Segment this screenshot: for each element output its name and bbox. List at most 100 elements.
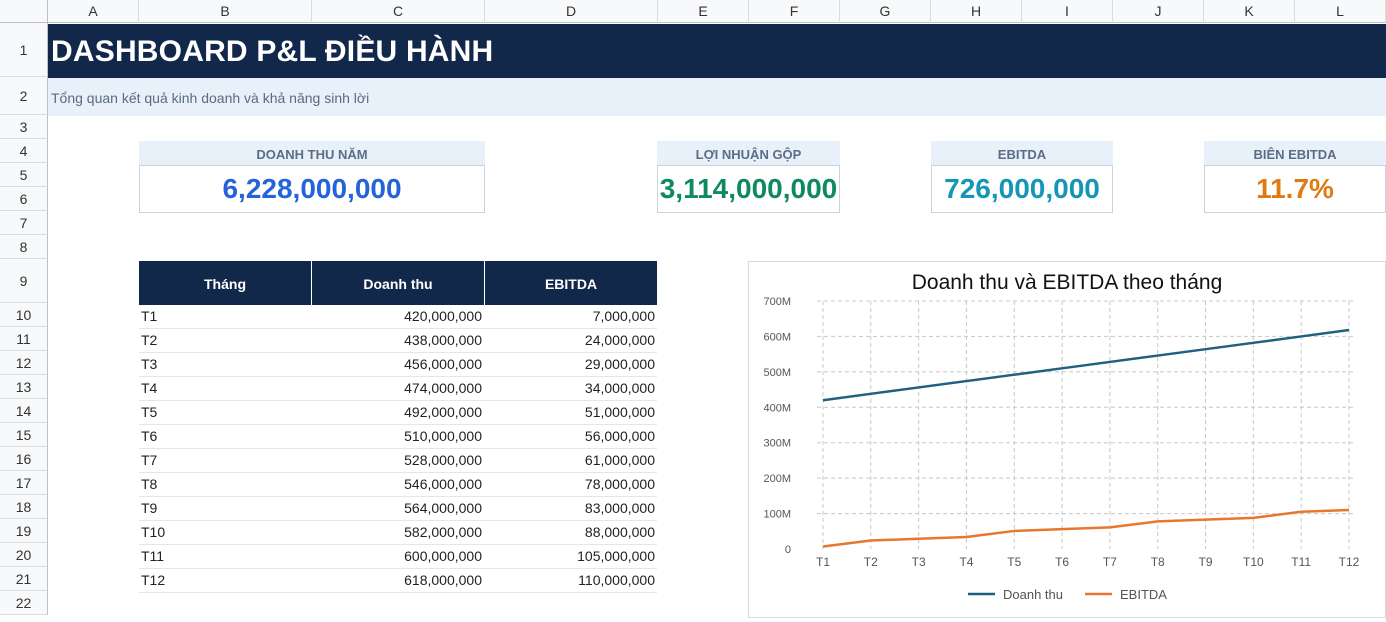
kpi-ebitda-label[interactable]: EBITDA [931,141,1113,165]
kpi-ebitda-margin-value[interactable]: 11.7% [1204,165,1386,213]
cell-revenue[interactable]: 564,000,000 [312,496,482,520]
row-header-3[interactable]: 3 [0,115,48,139]
kpi-ebitda-margin-label[interactable]: BIÊN EBITDA [1204,141,1386,165]
x-tick-label: T8 [1151,555,1165,569]
kpi-ebitda-value[interactable]: 726,000,000 [931,165,1113,213]
cell-month[interactable]: T11 [141,544,309,568]
cell-revenue[interactable]: 618,000,000 [312,568,482,592]
cell-revenue[interactable]: 546,000,000 [312,472,482,496]
row-header-20[interactable]: 20 [0,543,48,567]
kpi-revenue-value[interactable]: 6,228,000,000 [139,165,485,213]
cell-month[interactable]: T12 [141,568,309,592]
column-header-i[interactable]: I [1022,0,1113,23]
cell-ebitda[interactable]: 24,000,000 [485,328,655,352]
column-header-d[interactable]: D [485,0,658,23]
cell-ebitda[interactable]: 105,000,000 [485,544,655,568]
cell-revenue[interactable]: 438,000,000 [312,328,482,352]
column-header-j[interactable]: J [1113,0,1204,23]
y-tick-label: 400M [763,402,791,414]
column-header-g[interactable]: G [840,0,931,23]
row-header-12[interactable]: 12 [0,351,48,375]
row-header-5[interactable]: 5 [0,163,48,187]
row-header-11[interactable]: 11 [0,327,48,351]
cell-month[interactable]: T9 [141,496,309,520]
chart-title: Doanh thu và EBITDA theo tháng [912,271,1223,294]
kpi-revenue-label[interactable]: DOANH THU NĂM [139,141,485,165]
row-header-16[interactable]: 16 [0,447,48,471]
cell-ebitda[interactable]: 56,000,000 [485,424,655,448]
column-header-b[interactable]: B [139,0,312,23]
row-header-15[interactable]: 15 [0,423,48,447]
cell-revenue[interactable]: 492,000,000 [312,400,482,424]
table-header-revenue[interactable]: Doanh thu [312,261,485,305]
row-header-7[interactable]: 7 [0,211,48,235]
row-header-18[interactable]: 18 [0,495,48,519]
row-header-8[interactable]: 8 [0,235,48,259]
cell-month[interactable]: T8 [141,472,309,496]
cell-month[interactable]: T3 [141,352,309,376]
cell-month[interactable]: T7 [141,448,309,472]
x-tick-label: T2 [864,555,878,569]
cell-ebitda[interactable]: 110,000,000 [485,568,655,592]
y-tick-label: 600M [763,331,791,343]
cell-month[interactable]: T6 [141,424,309,448]
dashboard-title[interactable]: DASHBOARD P&L ĐIỀU HÀNH [51,24,493,78]
y-tick-label: 100M [763,509,791,521]
kpi-gross-profit-value[interactable]: 3,114,000,000 [657,165,840,213]
cell-ebitda[interactable]: 29,000,000 [485,352,655,376]
column-header-a[interactable]: A [48,0,139,23]
cell-ebitda[interactable]: 7,000,000 [485,304,655,328]
cell-ebitda[interactable]: 88,000,000 [485,520,655,544]
cell-ebitda[interactable]: 61,000,000 [485,448,655,472]
row-header-9[interactable]: 9 [0,259,48,303]
column-header-e[interactable]: E [658,0,749,23]
x-tick-label: T10 [1243,555,1264,569]
cell-month[interactable]: T2 [141,328,309,352]
row-header-2[interactable]: 2 [0,77,48,115]
y-tick-label: 300M [763,438,791,450]
table-header-ebitda[interactable]: EBITDA [485,261,657,305]
row-header-19[interactable]: 19 [0,519,48,543]
cell-revenue[interactable]: 456,000,000 [312,352,482,376]
y-tick-label: 700M [763,296,791,308]
row-header-13[interactable]: 13 [0,375,48,399]
cell-month[interactable]: T1 [141,304,309,328]
row-header-14[interactable]: 14 [0,399,48,423]
cell-revenue[interactable]: 600,000,000 [312,544,482,568]
row-header-10[interactable]: 10 [0,303,48,327]
x-tick-label: T5 [1007,555,1021,569]
row-header-1[interactable]: 1 [0,23,48,77]
series-line-revenue [823,330,1349,400]
column-header-k[interactable]: K [1204,0,1295,23]
column-header-f[interactable]: F [749,0,840,23]
column-header-h[interactable]: H [931,0,1022,23]
row-header-17[interactable]: 17 [0,471,48,495]
cell-ebitda[interactable]: 78,000,000 [485,472,655,496]
row-header-22[interactable]: 22 [0,591,48,615]
cell-revenue[interactable]: 474,000,000 [312,376,482,400]
row-header-4[interactable]: 4 [0,139,48,163]
column-header-l[interactable]: L [1295,0,1386,23]
cell-revenue[interactable]: 510,000,000 [312,424,482,448]
column-header-c[interactable]: C [312,0,485,23]
x-tick-label: T6 [1055,555,1069,569]
cell-revenue[interactable]: 582,000,000 [312,520,482,544]
cell-month[interactable]: T4 [141,376,309,400]
kpi-gross-profit-label[interactable]: LỢI NHUẬN GỘP [657,141,840,165]
row-header-6[interactable]: 6 [0,187,48,211]
dashboard-subtitle[interactable]: Tổng quan kết quả kinh doanh và khả năng… [51,78,369,116]
cell-revenue[interactable]: 528,000,000 [312,448,482,472]
row-header-21[interactable]: 21 [0,567,48,591]
cell-revenue[interactable]: 420,000,000 [312,304,482,328]
cell-month[interactable]: T10 [141,520,309,544]
legend-label: EBITDA [1120,587,1167,602]
cell-ebitda[interactable]: 83,000,000 [485,496,655,520]
table-header-month[interactable]: Tháng [139,261,312,305]
row-divider [139,592,657,593]
cell-month[interactable]: T5 [141,400,309,424]
cell-ebitda[interactable]: 34,000,000 [485,376,655,400]
cell-ebitda[interactable]: 51,000,000 [485,400,655,424]
x-tick-label: T12 [1339,555,1360,569]
select-all-corner[interactable] [0,0,48,23]
